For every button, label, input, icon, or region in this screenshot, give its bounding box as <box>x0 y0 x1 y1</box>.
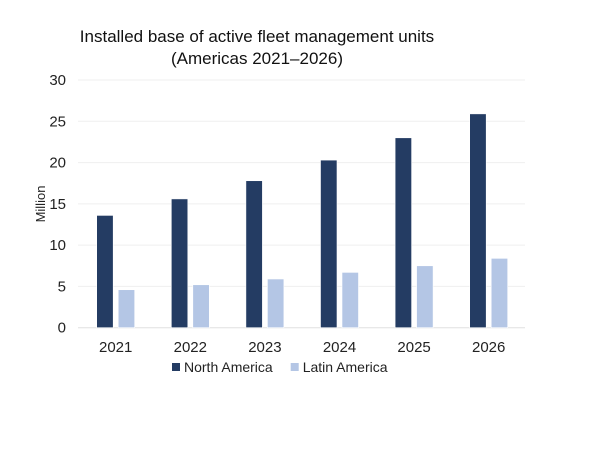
x-tick-label: 2025 <box>397 339 430 356</box>
x-tick-label: 2021 <box>99 339 132 356</box>
bar-north-america-2025 <box>394 137 412 328</box>
y-tick-label: 20 <box>49 155 66 172</box>
legend-swatch <box>290 363 299 371</box>
chart-title-line-2: (Americas 2021–2026) <box>171 49 343 68</box>
bar-latin-america-2026 <box>490 258 509 328</box>
legend-label: North America <box>184 359 273 375</box>
chart-title-line-1: Installed base of active fleet managemen… <box>80 27 434 46</box>
bar-north-america-2021 <box>96 215 114 328</box>
y-axis-label: Million <box>33 186 48 223</box>
y-tick-label: 25 <box>49 113 66 130</box>
bar-latin-america-2022 <box>192 284 210 328</box>
legend-label: Latin America <box>303 359 388 375</box>
legend-swatch <box>172 363 180 371</box>
bar-north-america-2022 <box>171 198 189 328</box>
bar-latin-america-2023 <box>267 278 285 328</box>
bar-latin-america-2021 <box>117 289 135 328</box>
y-tick-label: 0 <box>58 320 66 337</box>
y-tick-label: 15 <box>49 196 66 213</box>
y-tick-label: 5 <box>58 278 66 295</box>
x-tick-label: 2024 <box>323 339 356 356</box>
x-tick-label: 2023 <box>248 339 281 356</box>
y-tick-label: 10 <box>49 237 66 254</box>
bar-latin-america-2024 <box>341 272 359 329</box>
bar-north-america-2024 <box>320 159 338 328</box>
y-tick-label: 30 <box>49 72 66 89</box>
bar-latin-america-2025 <box>416 265 434 328</box>
x-tick-label: 2022 <box>174 339 207 356</box>
x-tick-label: 2026 <box>472 339 505 356</box>
bar-north-america-2023 <box>245 180 263 329</box>
bar-north-america-2026 <box>469 113 487 329</box>
